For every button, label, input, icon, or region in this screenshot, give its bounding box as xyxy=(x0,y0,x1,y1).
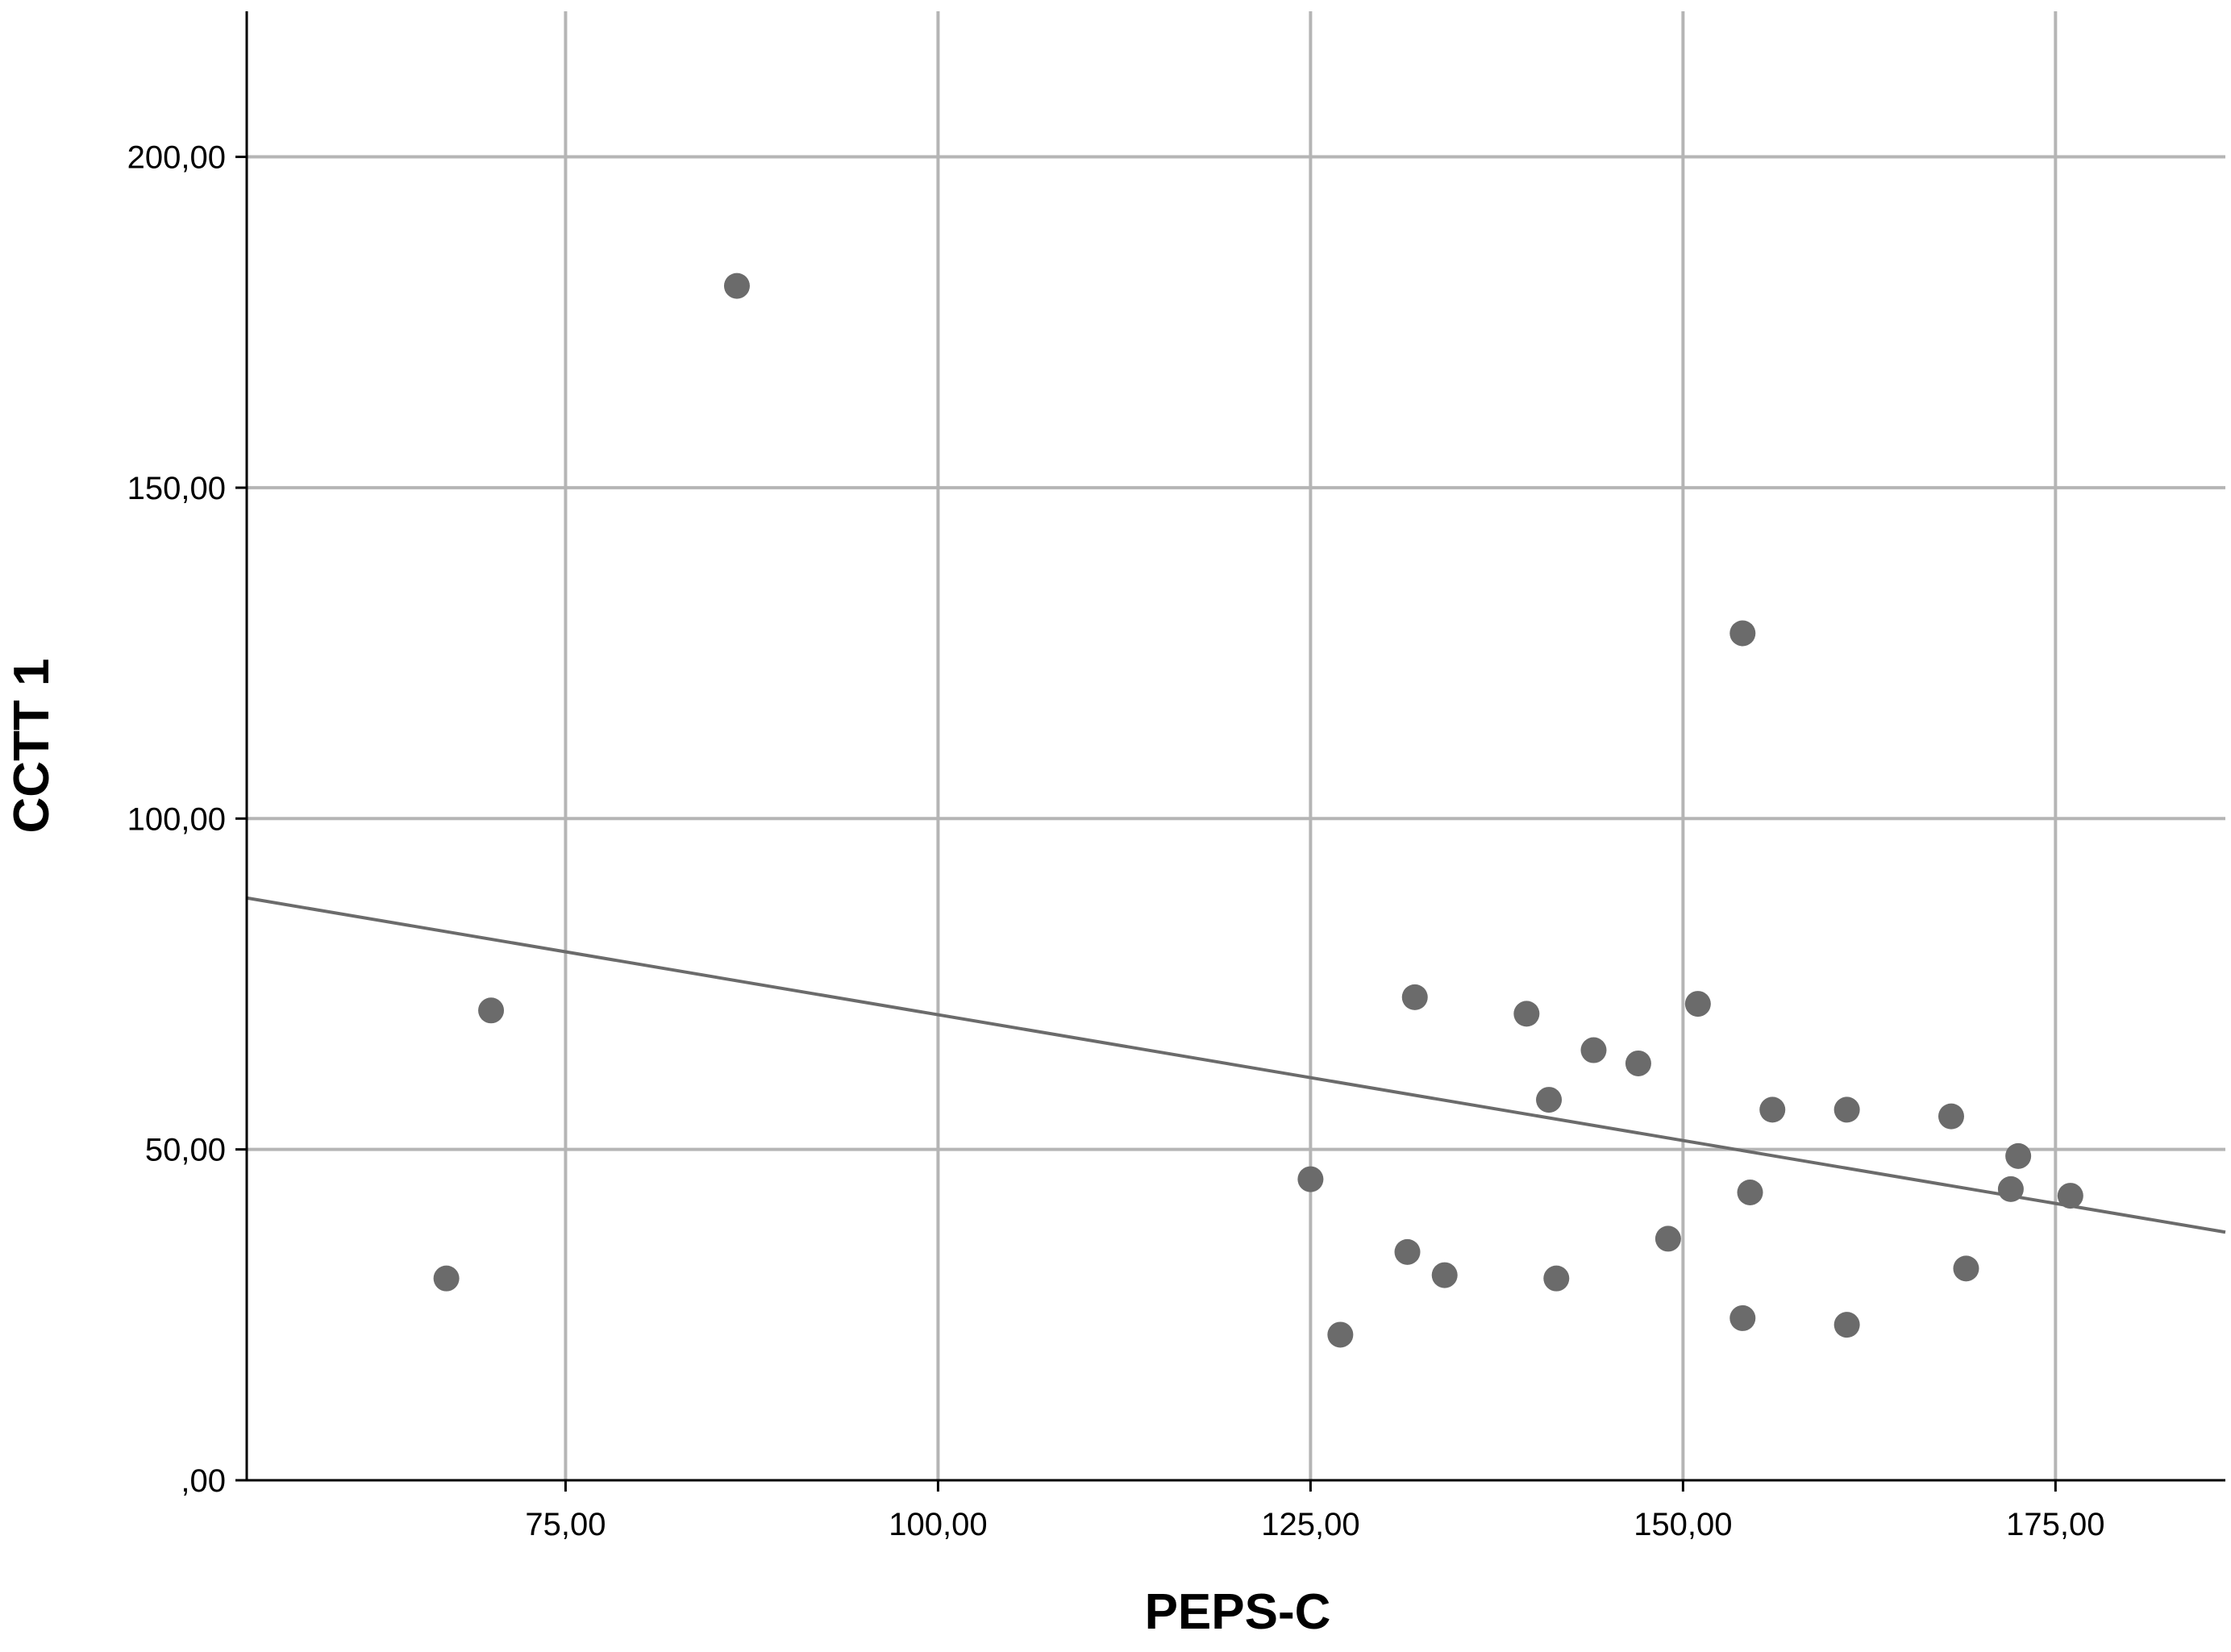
grid xyxy=(247,11,2225,1480)
data-point xyxy=(1297,1166,1324,1192)
data-point xyxy=(1536,1087,1563,1113)
data-point xyxy=(1580,1037,1607,1063)
data-point xyxy=(1394,1238,1421,1265)
x-axis-title: PEPS-C xyxy=(1145,1584,1331,1640)
data-point xyxy=(1833,1096,1860,1123)
data-point xyxy=(1625,1050,1651,1076)
x-tick-label: 150,00 xyxy=(1634,1507,1732,1542)
data-point xyxy=(478,997,505,1024)
data-point xyxy=(1833,1312,1860,1338)
y-tick-label: 200,00 xyxy=(127,140,226,176)
y-tick-labels: ,00 50,00 100,00 150,00 200,00 xyxy=(127,140,226,1499)
data-points xyxy=(433,273,2083,1348)
y-tick-label: 150,00 xyxy=(127,471,226,506)
data-point xyxy=(1327,1321,1354,1348)
x-tick-label: 100,00 xyxy=(889,1507,987,1542)
data-point xyxy=(1655,1225,1681,1252)
y-tick-label: 100,00 xyxy=(127,801,226,837)
data-point xyxy=(1543,1265,1570,1292)
data-point xyxy=(1513,1001,1540,1027)
y-tick-label: 50,00 xyxy=(145,1133,226,1168)
y-axis-title: CCTT 1 xyxy=(4,659,60,834)
axes xyxy=(235,11,2225,1492)
data-point xyxy=(1737,1179,1763,1205)
data-point xyxy=(723,273,750,299)
data-point xyxy=(1729,1305,1756,1331)
y-tick-label: ,00 xyxy=(181,1463,226,1499)
data-point xyxy=(1759,1096,1786,1123)
x-tick-label: 125,00 xyxy=(1261,1507,1359,1542)
data-point xyxy=(433,1265,460,1292)
data-point xyxy=(1953,1255,1979,1282)
data-point xyxy=(1938,1103,1964,1130)
data-point xyxy=(2057,1183,2083,1209)
data-point xyxy=(1729,620,1756,647)
regression-line xyxy=(246,896,2226,1234)
x-tick-label: 175,00 xyxy=(2006,1507,2104,1542)
data-point xyxy=(2005,1142,2032,1169)
data-point xyxy=(1997,1176,2024,1202)
data-point xyxy=(1684,991,1711,1017)
x-tick-labels: 75,00 100,00 125,00 150,00 175,00 xyxy=(525,1507,2104,1542)
data-point xyxy=(1401,984,1428,1010)
x-tick-label: 75,00 xyxy=(525,1507,606,1542)
regression-line-group xyxy=(246,896,2226,1234)
data-point xyxy=(1431,1262,1458,1288)
